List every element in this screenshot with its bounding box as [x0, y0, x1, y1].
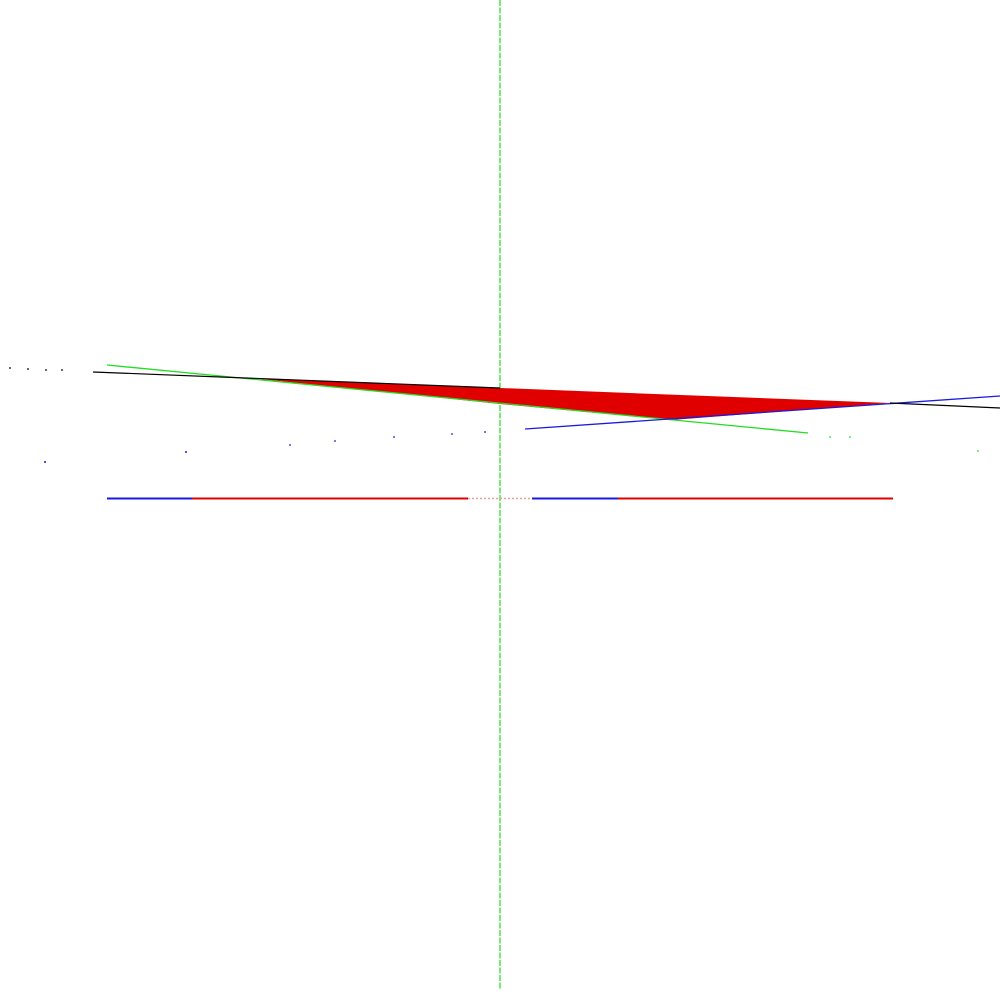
scattered-point-dots — [9, 367, 979, 463]
point-dot — [334, 440, 336, 442]
point-dot — [61, 369, 63, 371]
blue-edge-line — [524, 395, 1000, 430]
green-edge-line — [106, 364, 809, 434]
point-dot — [393, 436, 395, 438]
point-dot — [27, 368, 29, 370]
point-dot — [977, 450, 979, 452]
black-edge-line-right — [889, 402, 1000, 409]
point-dot — [829, 436, 831, 438]
point-dot — [484, 431, 486, 433]
point-dot — [185, 451, 187, 453]
red-filled-wedge — [250, 378, 890, 420]
point-dot — [9, 367, 11, 369]
point-dot — [44, 461, 46, 463]
black-edge-line-left — [92, 371, 501, 389]
point-dot — [45, 369, 47, 371]
point-dot — [849, 436, 851, 438]
point-dot — [451, 433, 453, 435]
point-dot — [289, 444, 291, 446]
